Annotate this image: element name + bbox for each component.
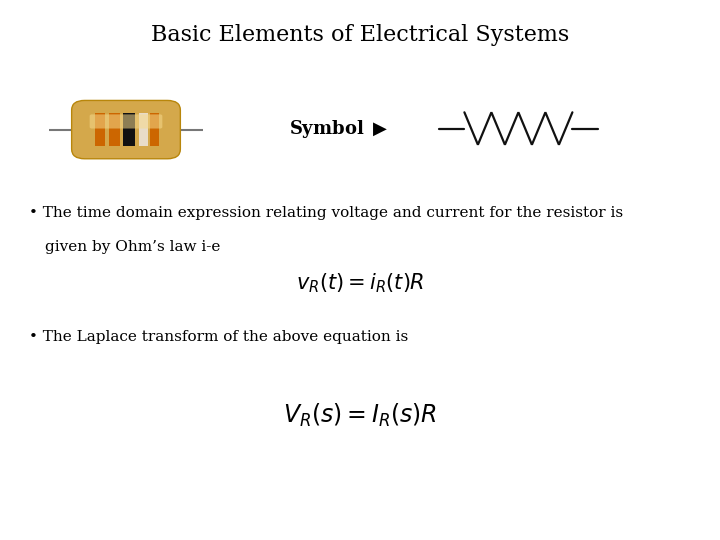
Text: Symbol $\blacktriangleright$: Symbol $\blacktriangleright$	[289, 118, 388, 139]
Text: $V_R(s) = I_R(s)R$: $V_R(s) = I_R(s)R$	[284, 402, 436, 429]
Bar	[139, 113, 148, 146]
Text: given by Ohm’s law i-e: given by Ohm’s law i-e	[45, 240, 220, 254]
Bar	[150, 113, 159, 146]
Bar	[109, 113, 120, 146]
FancyBboxPatch shape	[89, 114, 163, 129]
FancyBboxPatch shape	[72, 100, 181, 159]
Bar	[123, 113, 135, 146]
Text: Basic Elements of Electrical Systems: Basic Elements of Electrical Systems	[151, 24, 569, 46]
Text: $v_R(t) = i_R(t)R$: $v_R(t) = i_R(t)R$	[296, 272, 424, 295]
Text: • The time domain expression relating voltage and current for the resistor is: • The time domain expression relating vo…	[29, 206, 623, 220]
Bar	[95, 113, 105, 146]
Text: • The Laplace transform of the above equation is: • The Laplace transform of the above equ…	[29, 330, 408, 345]
